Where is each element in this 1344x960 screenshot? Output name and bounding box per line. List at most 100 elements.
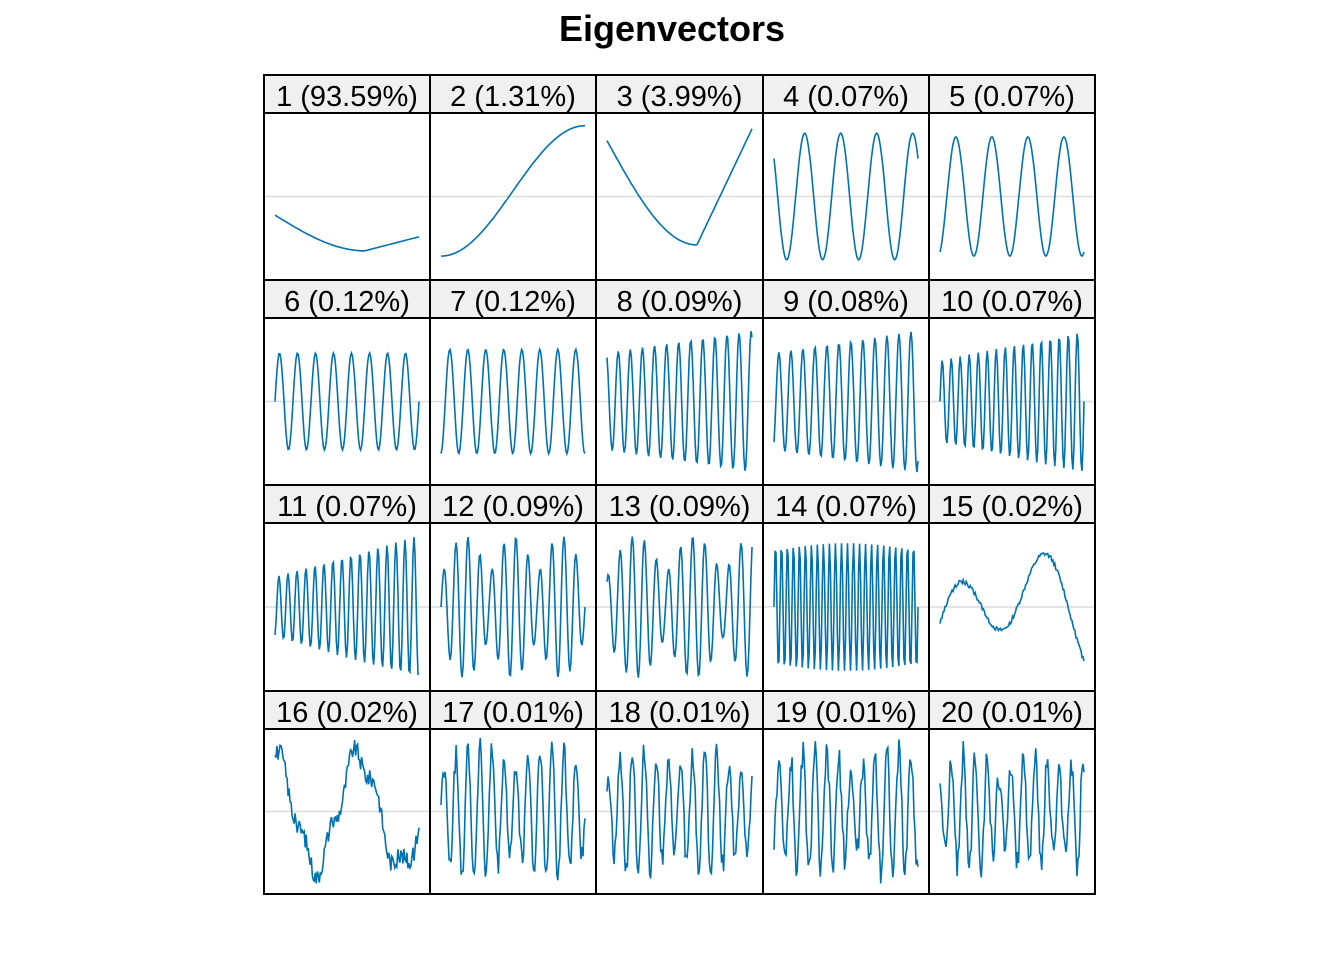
facet-strip-label: 2 (1.31%) (429, 74, 597, 114)
eigenvector-plot-16 (265, 740, 429, 884)
eigenvector-plot-20 (930, 741, 1094, 878)
facet-strip-label: 18 (0.01%) (595, 690, 764, 730)
eigenvector-line-1 (274, 214, 420, 252)
facet-panel-4: 4 (0.07%) (762, 74, 930, 281)
facet-panel-12: 12 (0.09%) (429, 484, 597, 692)
facet-plot-area (928, 728, 1096, 895)
eigenvector-line-4 (773, 132, 919, 261)
facet-panel-5: 5 (0.07%) (928, 74, 1096, 281)
facet-plot-area (762, 522, 930, 692)
eigenvector-plot-10 (930, 333, 1094, 471)
eigenvector-plot-5 (930, 135, 1094, 258)
eigenvector-line-10 (939, 333, 1085, 471)
eigenvector-plot-1 (265, 195, 429, 252)
facet-plot-area (762, 317, 930, 486)
facet-panel-11: 11 (0.07%) (263, 484, 431, 692)
chart-title: Eigenvectors (558, 8, 786, 49)
facet-plot-area (928, 112, 1096, 281)
facet-strip-label: 8 (0.09%) (595, 279, 764, 319)
facet-plot-area (595, 728, 764, 895)
eigenvector-line-3 (606, 128, 753, 246)
facet-panel-1: 1 (93.59%) (263, 74, 431, 281)
facet-strip-label: 1 (93.59%) (263, 74, 431, 114)
eigenvector-plot-9 (764, 331, 928, 473)
facet-strip-label: 4 (0.07%) (762, 74, 930, 114)
facet-plot-area (595, 522, 764, 692)
eigenvector-plot-13 (597, 536, 762, 678)
facet-strip-label: 7 (0.12%) (429, 279, 597, 319)
eigenvector-line-9 (773, 331, 919, 473)
eigenvector-line-16 (274, 740, 420, 884)
eigenvector-line-17 (440, 737, 586, 881)
facet-panel-9: 9 (0.08%) (762, 279, 930, 486)
eigenvector-plot-12 (431, 536, 595, 678)
facet-strip-label: 20 (0.01%) (928, 690, 1096, 730)
facet-plot-area (928, 317, 1096, 486)
facet-strip-label: 19 (0.01%) (762, 690, 930, 730)
facet-plot-area (762, 728, 930, 895)
facet-panel-7: 7 (0.12%) (429, 279, 597, 486)
facet-strip-label: 9 (0.08%) (762, 279, 930, 319)
facet-plot-area (762, 112, 930, 281)
facet-strip-label: 14 (0.07%) (762, 484, 930, 524)
facet-plot-area (595, 112, 764, 281)
facet-strip-label: 17 (0.01%) (429, 690, 597, 730)
eigenvector-line-18 (606, 743, 753, 879)
facet-panel-15: 15 (0.02%) (928, 484, 1096, 692)
facet-plot-area (595, 317, 764, 486)
eigenvector-plot-15 (930, 552, 1094, 662)
facet-panel-2: 2 (1.31%) (429, 74, 597, 281)
facet-strip-label: 10 (0.07%) (928, 279, 1096, 319)
eigenvector-line-14 (773, 543, 919, 671)
eigenvector-plot-7 (431, 346, 595, 457)
facet-strip-label: 16 (0.02%) (263, 690, 431, 730)
facet-strip-label: 6 (0.12%) (263, 279, 431, 319)
facet-grid: 1 (93.59%) 2 (1.31%) 3 (3.99%) 4 (0.07%) 5 (… (263, 74, 1096, 895)
facet-plot-area (263, 112, 431, 281)
facet-panel-10: 10 (0.07%) (928, 279, 1096, 486)
eigenvector-plot-14 (764, 543, 928, 671)
eigenvector-line-19 (773, 739, 919, 884)
eigenvector-plot-17 (431, 737, 595, 881)
facet-panel-14: 14 (0.07%) (762, 484, 930, 692)
facet-plot-area (263, 317, 431, 486)
facet-strip-label: 12 (0.09%) (429, 484, 597, 524)
facet-strip-label: 15 (0.02%) (928, 484, 1096, 524)
facet-plot-area (263, 728, 431, 895)
eigenvector-line-20 (939, 741, 1085, 878)
eigenvector-line-7 (440, 346, 586, 457)
facet-panel-13: 13 (0.09%) (595, 484, 764, 692)
facet-plot-area (263, 522, 431, 692)
facet-panel-6: 6 (0.12%) (263, 279, 431, 486)
facet-strip-label: 3 (3.99%) (595, 74, 764, 114)
facet-panel-16: 16 (0.02%) (263, 690, 431, 895)
facet-plot-area (429, 317, 597, 486)
facet-strip-label: 11 (0.07%) (263, 484, 431, 524)
facet-plot-area (429, 112, 597, 281)
facet-panel-18: 18 (0.01%) (595, 690, 764, 895)
eigenvector-line-12 (440, 536, 586, 678)
eigenvector-line-15 (939, 552, 1085, 662)
facet-plot-area (928, 522, 1096, 692)
facet-panel-3: 3 (3.99%) (595, 74, 764, 281)
facet-panel-19: 19 (0.01%) (762, 690, 930, 895)
facet-strip-label: 13 (0.09%) (595, 484, 764, 524)
eigenvector-plot-11 (265, 537, 429, 676)
facet-panel-20: 20 (0.01%) (928, 690, 1096, 895)
eigenvector-line-11 (274, 537, 420, 676)
eigenvector-plot-4 (764, 132, 928, 261)
eigenvector-line-6 (274, 350, 420, 453)
eigenvector-plot-6 (265, 350, 429, 453)
facet-panel-17: 17 (0.01%) (429, 690, 597, 895)
eigenvector-plot-19 (764, 739, 928, 884)
facet-panel-8: 8 (0.09%) (595, 279, 764, 486)
facet-plot-area (429, 728, 597, 895)
facet-strip-label: 5 (0.07%) (928, 74, 1096, 114)
eigenvector-line-8 (606, 331, 753, 471)
eigenvector-plot-18 (597, 743, 762, 879)
eigenvector-plot-3 (597, 128, 762, 246)
eigenvector-line-2 (441, 124, 585, 257)
eigenvector-line-5 (939, 135, 1085, 258)
eigenvector-line-13 (606, 536, 753, 678)
eigenvector-plot-2 (431, 124, 595, 257)
